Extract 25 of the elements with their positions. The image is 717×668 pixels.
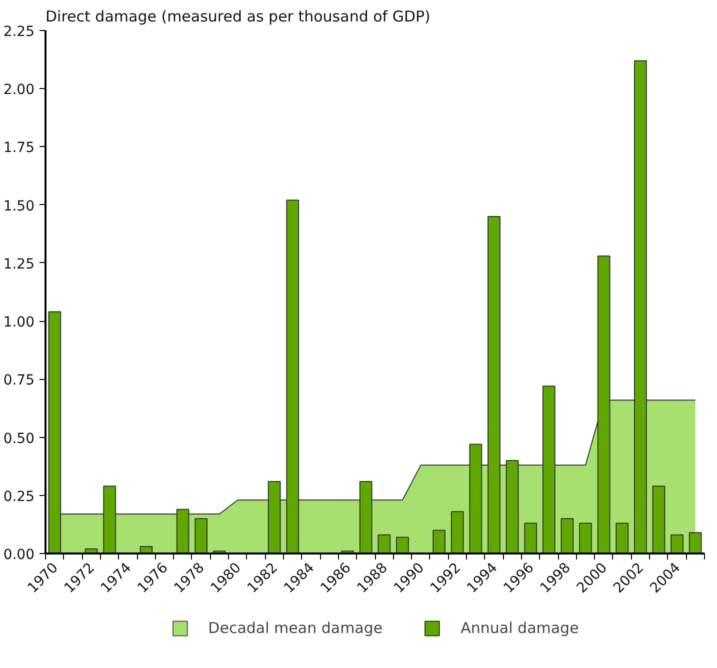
y-tick-label: 1.50 bbox=[3, 198, 34, 214]
bar bbox=[670, 534, 684, 554]
bar bbox=[432, 530, 446, 554]
bar bbox=[579, 522, 592, 554]
y-tick-label: 0.75 bbox=[3, 372, 34, 389]
y-tick-label: 2.00 bbox=[3, 82, 34, 98]
bar bbox=[396, 536, 409, 554]
y-tick-label: 0.00 bbox=[3, 547, 34, 563]
bar bbox=[560, 518, 574, 554]
bar bbox=[378, 534, 391, 554]
y-tick-label: 1.25 bbox=[3, 256, 34, 272]
bar bbox=[450, 511, 464, 554]
legend-label: Decadal mean damage bbox=[208, 618, 383, 636]
bar bbox=[688, 532, 702, 554]
y-tick-label: 2.25 bbox=[3, 24, 34, 40]
y-tick-label: 1.00 bbox=[3, 314, 34, 331]
y-tick-label: 0.50 bbox=[3, 430, 34, 447]
bar bbox=[616, 522, 629, 554]
y-tick-label: 0.25 bbox=[3, 488, 34, 505]
bar bbox=[524, 522, 538, 554]
y-tick-label: 1.75 bbox=[3, 140, 34, 156]
chart-title: Direct damage (measured as per thousand of GDP) bbox=[46, 8, 430, 26]
bar bbox=[652, 486, 666, 554]
bar bbox=[194, 518, 208, 554]
legend-label: Annual damage bbox=[460, 618, 579, 636]
